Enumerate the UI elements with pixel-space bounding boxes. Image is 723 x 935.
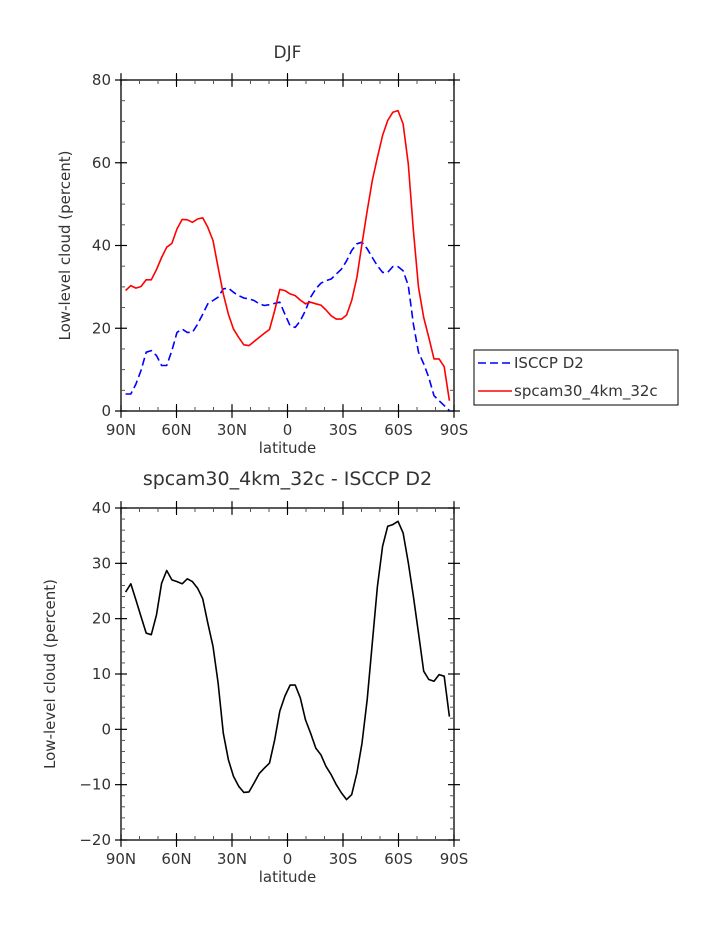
chart-title: spcam30_4km_32c - ISCCP D2 — [143, 468, 432, 490]
y-tick-label: 0 — [101, 720, 111, 738]
x-axis-label: latitude — [259, 868, 317, 886]
x-axis-label: latitude — [259, 439, 317, 457]
bottom-chart: 90N 60N 30N 0 30S 60S 90S −20 −10 0 10 20 30 40 spcam3… — [41, 468, 468, 886]
y-tick-label: 60 — [92, 154, 111, 172]
legend-label: ISCCP D2 — [514, 354, 584, 372]
y-tick-label: −20 — [79, 831, 111, 849]
x-tick-label: 0 — [283, 850, 293, 868]
x-tick-label: 30N — [217, 421, 247, 439]
x-tick-label: 60N — [161, 421, 191, 439]
x-tick-label: 30S — [329, 421, 358, 439]
x-tick-label: 90S — [440, 850, 469, 868]
y-tick-label: 40 — [92, 499, 111, 517]
x-tick-label: 60N — [161, 850, 191, 868]
x-tick-label: 90S — [440, 421, 469, 439]
x-tick-label: 30S — [329, 850, 358, 868]
x-tick-label: 90N — [106, 421, 136, 439]
y-tick-label: 10 — [92, 665, 111, 683]
legend: ISCCP D2 spcam30_4km_32c — [473, 349, 679, 406]
legend-box — [473, 349, 679, 406]
legend-label: spcam30_4km_32c — [514, 382, 658, 401]
series-line-spcam30-4km-32c — [125, 109, 451, 401]
x-tick-label: 60S — [384, 850, 413, 868]
y-tick-label: 80 — [92, 71, 111, 89]
x-tick-label: 60S — [384, 421, 413, 439]
y-tick-label: 20 — [92, 610, 111, 628]
y-axis-label: Low-level cloud (percent) — [41, 579, 59, 769]
chart-title: DJF — [274, 43, 302, 63]
top-chart: 90N 60N 30N 0 30S 60S 90S 0 20 40 60 80 DJF latitude L… — [56, 43, 679, 457]
y-axis-label: Low-level cloud (percent) — [56, 151, 74, 341]
x-tick-label: 0 — [283, 421, 293, 439]
y-tick-label: −10 — [79, 776, 111, 794]
series-line-difference — [124, 520, 451, 801]
plot-frame — [120, 507, 455, 841]
y-tick-label: 40 — [92, 237, 111, 255]
x-tick-label: 30N — [217, 850, 247, 868]
y-tick-label: 0 — [101, 402, 111, 420]
x-tick-label: 90N — [106, 850, 136, 868]
y-tick-label: 30 — [92, 554, 111, 572]
y-tick-label: 20 — [92, 319, 111, 337]
series-line-isccp-d2 — [125, 241, 450, 412]
